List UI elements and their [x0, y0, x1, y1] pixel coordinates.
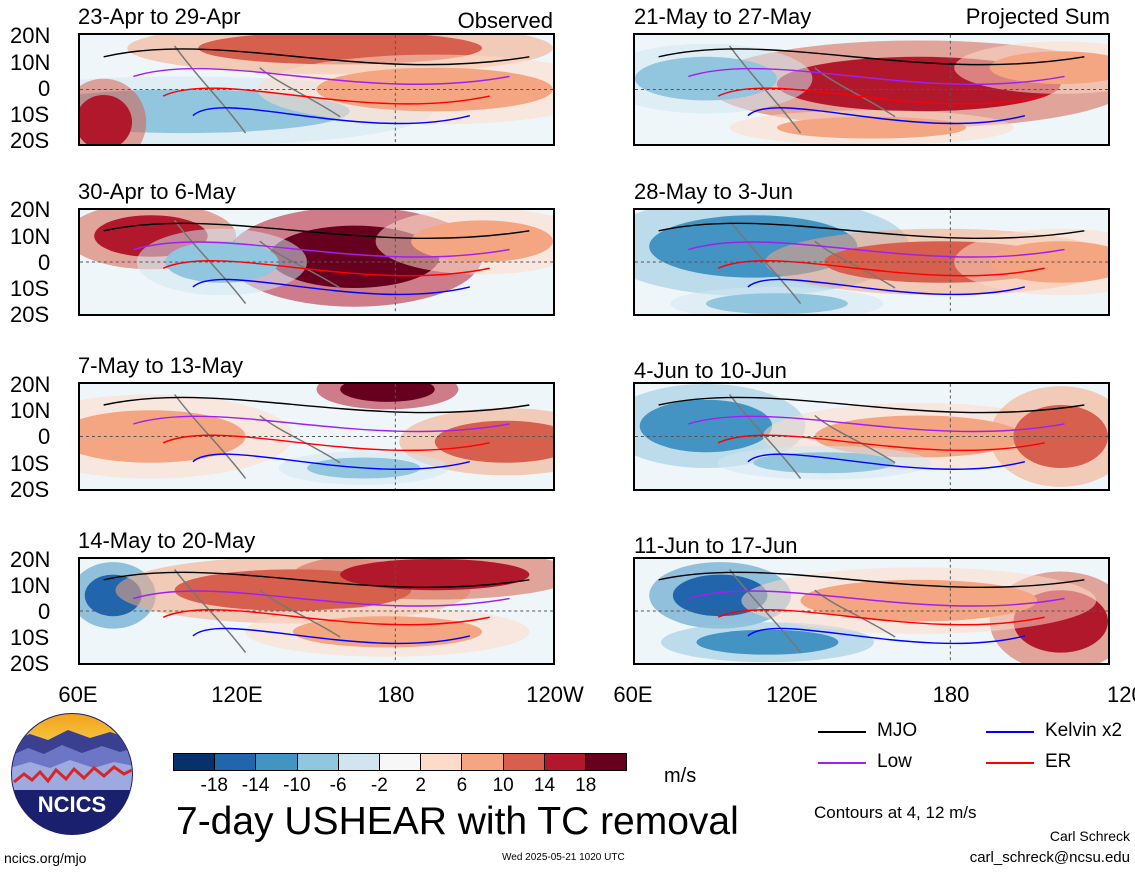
shear-field [635, 35, 1108, 144]
map-panel-right-4 [633, 557, 1110, 665]
lat-label: 10N [10, 224, 51, 249]
shear-field [80, 559, 553, 663]
lon-label-clipped: 120W [1107, 682, 1135, 707]
colorbar-tick-label: -10 [283, 775, 311, 796]
colorbar-swatch [462, 754, 504, 770]
lat-label: 20S [10, 477, 50, 502]
lon-label: 60E [613, 682, 653, 707]
legend-mjo-label: MJO [877, 720, 918, 741]
timestamp: Wed 2025-05-21 1020 UTC [502, 852, 625, 863]
panel-title-left-3: 7-May to 13-May [78, 353, 244, 378]
lon-label: 180 [932, 682, 970, 707]
colorbar-tick-label: -6 [329, 775, 347, 796]
lat-label: 0 [38, 424, 51, 449]
units-label: m/s [664, 765, 697, 787]
shear-field [635, 384, 1108, 489]
panel-title-right-3: 4-Jun to 10-Jun [634, 358, 787, 383]
ncics-logo: NCICS [11, 713, 133, 835]
colorbar-tick-label: 10 [492, 775, 514, 796]
colorbar-tick-label: -18 [200, 775, 228, 796]
legend-low-line [818, 762, 866, 764]
map-panel-left-4 [78, 557, 555, 665]
lon-label: 120E [211, 682, 263, 707]
author-email: carl_schreck@ncsu.edu [969, 849, 1130, 866]
main-title: 7-day USHEAR with TC removal [176, 800, 739, 843]
shear-field [635, 559, 1108, 663]
contour-note: Contours at 4, 12 m/s [814, 803, 977, 822]
map-panel-left-3 [78, 382, 555, 491]
colorbar-swatch [421, 754, 463, 770]
legend-low-label: Low [877, 751, 912, 772]
panel-title-right-4: 11-Jun to 17-Jun [634, 533, 798, 558]
lat-label: 10S [10, 276, 50, 301]
map-panel-left-1 [78, 33, 555, 146]
lat-label: 20S [10, 651, 50, 676]
legend-kelvin-line [986, 731, 1034, 733]
shear-field [80, 384, 553, 489]
colorbar-tick-label: 6 [456, 775, 468, 796]
legend-mjo-line [818, 731, 866, 733]
colorbar-swatch [338, 754, 380, 770]
lon-label: 60E [58, 682, 98, 707]
lat-label: 10S [10, 102, 50, 127]
colorbar-swatch [174, 754, 216, 770]
panel-title-left-4: 14-May to 20-May [78, 528, 256, 553]
shear-field [80, 210, 553, 314]
colorbar-swatch [215, 754, 257, 770]
map-panel-right-3 [633, 382, 1110, 491]
site-url: ncics.org/mjo [4, 850, 87, 866]
lon-label: 120W [526, 682, 584, 707]
lat-label: 20N [10, 197, 51, 222]
legend-er-line [986, 762, 1034, 764]
lat-label: 20N [10, 547, 51, 572]
logo-text: NCICS [38, 792, 106, 817]
colorbar [173, 753, 627, 771]
lat-label: 10N [10, 50, 51, 75]
panel-title-left-1: 23-Apr to 29-Apr [78, 4, 241, 29]
colorbar-tick-label: -14 [241, 775, 270, 796]
colorbar-swatch [379, 754, 422, 770]
colorbar-tick-label: -2 [370, 775, 388, 796]
panel-title-right-2: 28-May to 3-Jun [634, 179, 793, 204]
observed-label: Observed [457, 8, 553, 33]
author: Carl Schreck [1049, 828, 1130, 844]
map-panel-right-2 [633, 208, 1110, 316]
map-panel-left-2 [78, 208, 555, 316]
legend-kelvin-label: Kelvin x2 [1045, 720, 1123, 741]
legend-er-label: ER [1045, 751, 1072, 772]
lat-label: 10S [10, 625, 50, 650]
colorbar-tick-label: 2 [415, 775, 426, 796]
lat-label: 10N [10, 573, 51, 598]
panel-title-left-2: 30-Apr to 6-May [78, 179, 236, 204]
colorbar-swatch [585, 754, 627, 770]
lat-label: 20N [10, 23, 51, 48]
shear-field [635, 210, 1108, 314]
panel-title-right-1: 21-May to 27-May [634, 4, 812, 29]
colorbar-swatch [256, 754, 298, 770]
shear-field [80, 35, 553, 144]
lon-label: 120E [766, 682, 818, 707]
lat-label: 20S [10, 128, 50, 153]
lon-label: 180 [377, 682, 415, 707]
lat-label: 0 [38, 599, 51, 624]
map-panel-right-1 [633, 33, 1110, 146]
colorbar-swatch [544, 754, 586, 770]
lat-label: 0 [38, 76, 51, 101]
lat-label: 0 [38, 250, 51, 275]
colorbar-swatch [297, 754, 339, 770]
colorbar-tick-label: 14 [533, 775, 556, 796]
lat-label: 20S [10, 302, 50, 327]
colorbar-tick-label: 18 [575, 775, 597, 796]
colorbar-swatch [503, 754, 545, 770]
lat-label: 10N [10, 398, 51, 423]
projected-sum-label: Projected Sum [965, 4, 1110, 29]
lat-label: 20N [10, 372, 51, 397]
lat-label: 10S [10, 451, 50, 476]
